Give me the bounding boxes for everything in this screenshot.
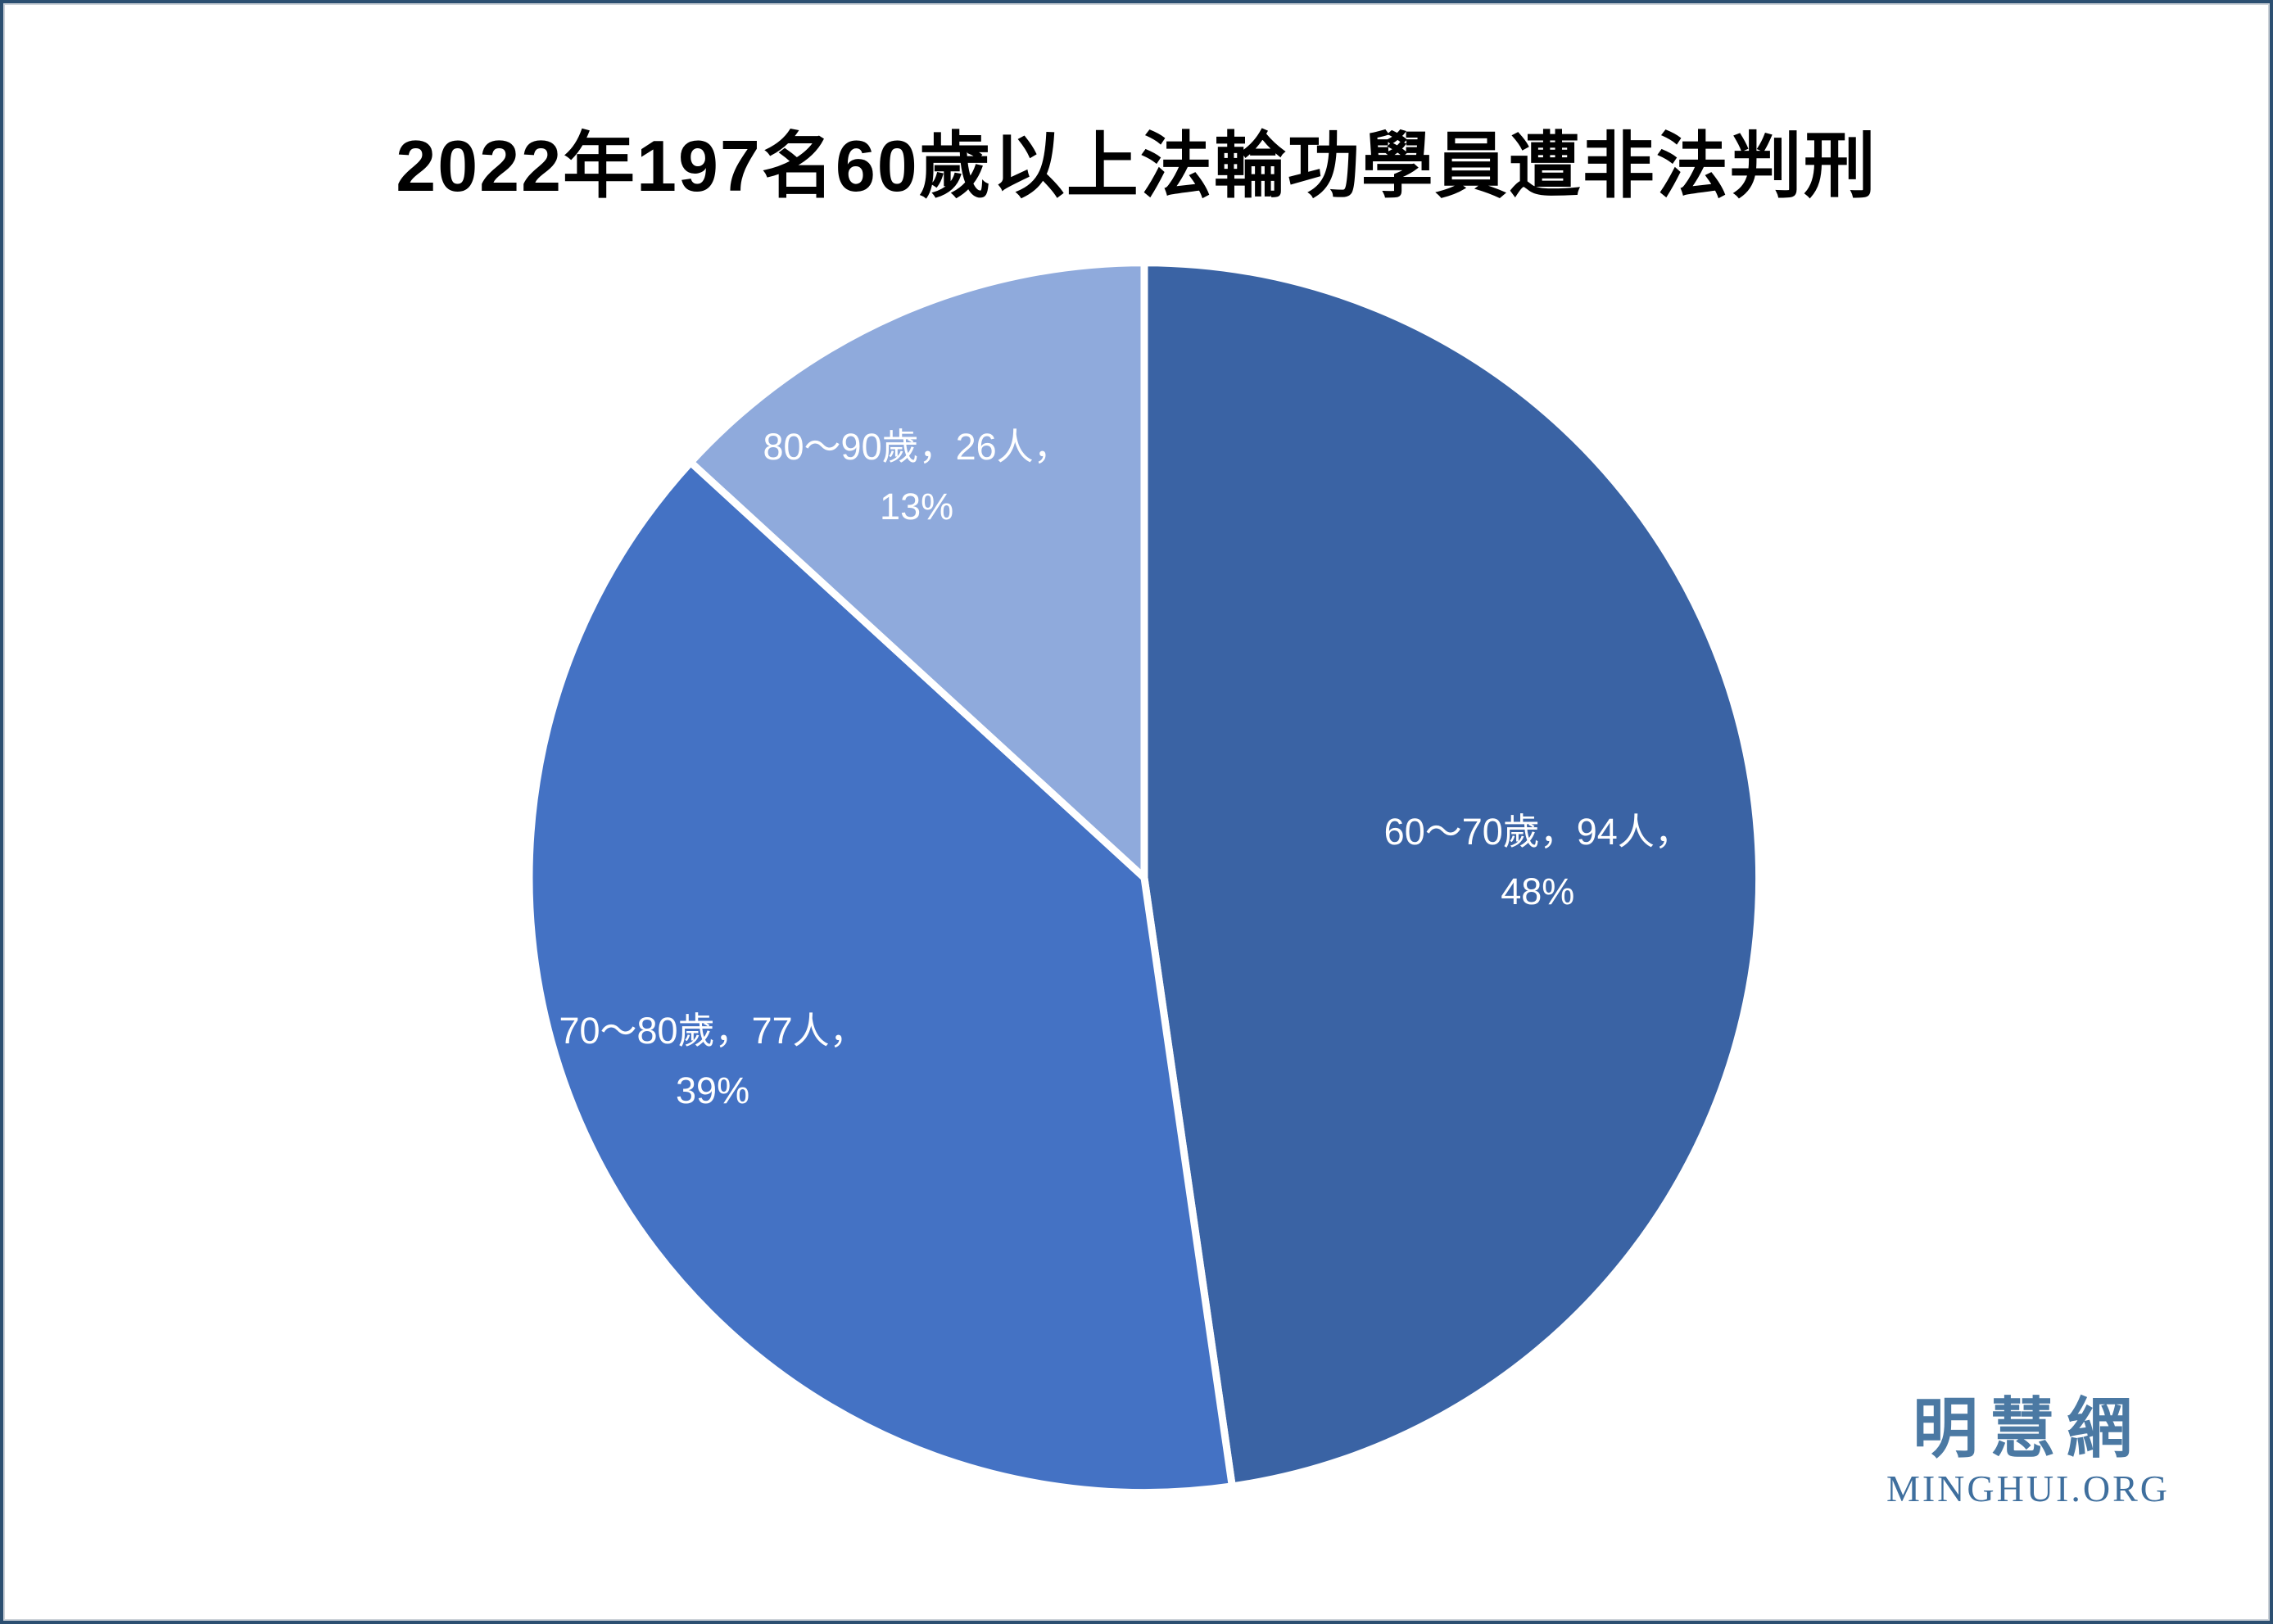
pie-chart xyxy=(525,259,1764,1497)
pie-slice-2 xyxy=(686,259,1148,882)
pie-slice-1 xyxy=(525,458,1236,1497)
slice-label-2: 80～90歲，26人， 13% xyxy=(763,418,1071,537)
slice-label-1-line1: 70～80歲，77人， xyxy=(559,1009,867,1052)
pie-slice-0 xyxy=(1140,259,1764,1491)
slice-label-0-line2: 48% xyxy=(1501,870,1575,912)
slice-label-0-line1: 60～70歲，94人， xyxy=(1383,810,1691,853)
slice-label-1-line2: 39% xyxy=(676,1069,750,1111)
slice-label-2-line1: 80～90歲，26人， xyxy=(763,425,1071,468)
watermark-cjk-text: 明慧網 xyxy=(1912,1392,2144,1465)
chart-title: 2022年197名60歲以上法輪功學員遭非法判刑 xyxy=(396,125,1877,206)
watermark-latin-text: MINGHUI.ORG xyxy=(1886,1468,2170,1509)
slice-label-1: 70～80歲，77人， 39% xyxy=(559,1002,866,1121)
slice-label-0: 60～70歲，94人， 48% xyxy=(1384,803,1691,922)
watermark-logo: 明慧網 MINGHUI.ORG xyxy=(1886,1396,2170,1508)
slice-label-2-line2: 13% xyxy=(880,485,954,527)
